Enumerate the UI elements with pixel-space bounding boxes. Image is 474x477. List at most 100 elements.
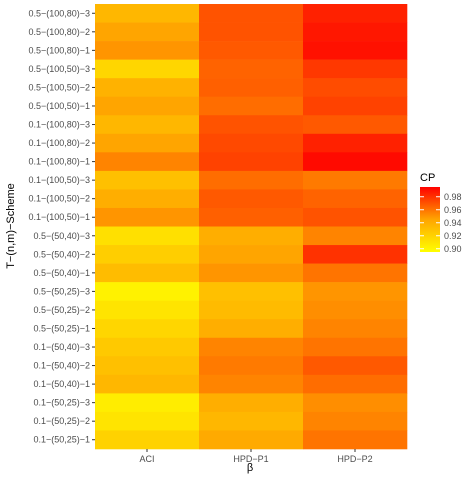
- x-tick-labels: ACI HPD−P1 HPD−P2: [139, 454, 372, 464]
- heatmap-cell: [95, 170, 200, 190]
- heatmap-cell: [95, 59, 200, 79]
- heatmap-cell: [303, 133, 408, 153]
- y-tick-label: 0.1−(100,50)−1: [28, 212, 90, 222]
- y-tick-label: 0.5−(50,25)−2: [33, 305, 90, 315]
- y-tick-label: 0.5−(100,80)−3: [28, 8, 90, 18]
- heatmap-cell: [95, 300, 200, 320]
- heatmap-cell: [95, 319, 200, 339]
- heatmap-cell: [303, 393, 408, 413]
- legend-tick-label: 0.94: [444, 218, 462, 228]
- heatmap-cell: [303, 300, 408, 320]
- y-tick-label: 0.1−(50,40)−3: [33, 342, 90, 352]
- heatmap-cell: [199, 78, 304, 98]
- legend-ticks: 0.90 0.92 0.94 0.96 0.98: [420, 192, 462, 254]
- heatmap-cell: [199, 4, 304, 23]
- heatmap-cell: [199, 393, 304, 413]
- heatmap-cell: [95, 282, 200, 301]
- y-tick-label: 0.5−(100,80)−2: [28, 27, 90, 37]
- x-tick-label: HPD−P2: [337, 454, 372, 464]
- y-tick-label: 0.5−(100,50)−3: [28, 64, 90, 74]
- heatmap-cell: [95, 411, 200, 431]
- heatmap-cell: [199, 170, 304, 190]
- y-tick-label: 0.1−(100,80)−1: [28, 157, 90, 167]
- x-axis-title: β: [247, 462, 253, 474]
- legend-colorbar: [420, 187, 440, 252]
- heatmap-cell: [303, 22, 408, 42]
- heatmap-cell: [199, 133, 304, 153]
- heatmap-cell: [303, 411, 408, 431]
- heatmap-cell: [95, 337, 200, 357]
- heatmap-cell: [303, 96, 408, 116]
- y-tick-label: 0.1−(100,50)−2: [28, 194, 90, 204]
- heatmap-cell: [199, 356, 304, 376]
- heatmap-cell: [199, 22, 304, 42]
- heatmap-cell: [199, 263, 304, 283]
- legend-tick-label: 0.92: [444, 231, 462, 241]
- heatmap-cell: [95, 78, 200, 98]
- y-tick-label: 0.5−(50,25)−1: [33, 323, 90, 333]
- heatmap-cell: [95, 263, 200, 283]
- y-axis-title: T−(n,m)−Scheme: [5, 183, 17, 269]
- heatmap-cell: [303, 4, 408, 23]
- heatmap-cell: [199, 96, 304, 116]
- x-tick-label: HPD−P1: [233, 454, 268, 464]
- heatmap-cell: [303, 337, 408, 357]
- heatmap-cell: [95, 115, 200, 135]
- y-tick-label: 0.5−(50,40)−3: [33, 231, 90, 241]
- legend-tick-label: 0.98: [444, 192, 462, 202]
- heatmap-cells: [95, 4, 408, 450]
- heatmap-cell: [95, 374, 200, 394]
- heatmap-cell: [95, 207, 200, 227]
- heatmap-cell: [303, 319, 408, 339]
- y-tick-label: 0.5−(100,50)−1: [28, 101, 90, 111]
- heatmap-cell: [199, 59, 304, 79]
- axis-ticks: [92, 12, 356, 452]
- heatmap-cell: [303, 115, 408, 135]
- heatmap-cell: [303, 59, 408, 79]
- heatmap-cell: [303, 263, 408, 283]
- heatmap-cell: [95, 189, 200, 209]
- heatmap-cell: [95, 245, 200, 264]
- heatmap-cell: [95, 356, 200, 376]
- heatmap-cell: [303, 152, 408, 172]
- y-tick-label: 0.1−(50,25)−2: [33, 416, 90, 426]
- heatmap-cell: [199, 337, 304, 357]
- y-tick-label: 0.1−(50,25)−1: [33, 435, 90, 445]
- heatmap-cell: [95, 96, 200, 116]
- y-tick-label: 0.5−(100,80)−1: [28, 45, 90, 55]
- y-tick-label: 0.1−(100,80)−3: [28, 120, 90, 130]
- heatmap-cell: [303, 207, 408, 227]
- heatmap-cell: [95, 152, 200, 172]
- heatmap-cell: [199, 207, 304, 227]
- heatmap-cell: [199, 300, 304, 320]
- y-tick-label: 0.1−(50,25)−3: [33, 398, 90, 408]
- y-tick-label: 0.1−(100,80)−2: [28, 138, 90, 148]
- heatmap-cell: [199, 189, 304, 209]
- y-tick-label: 0.1−(100,50)−3: [28, 175, 90, 185]
- heatmap-cell: [303, 245, 408, 264]
- y-tick-label: 0.5−(50,40)−2: [33, 249, 90, 259]
- x-tick-label: ACI: [139, 454, 154, 464]
- heatmap-cell: [303, 226, 408, 246]
- heatmap-cell: [95, 22, 200, 42]
- heatmap-cell: [199, 245, 304, 264]
- heatmap-cell: [95, 133, 200, 153]
- heatmap-cell: [95, 393, 200, 413]
- heatmap-cell: [95, 226, 200, 246]
- heatmap-cell: [303, 374, 408, 394]
- heatmap-cell: [303, 78, 408, 98]
- heatmap-cell: [303, 282, 408, 301]
- legend-title: CP: [420, 172, 435, 184]
- heatmap-cell: [199, 411, 304, 431]
- heatmap-cell: [303, 430, 408, 450]
- heatmap-cell: [199, 282, 304, 301]
- heatmap-cell: [199, 374, 304, 394]
- heatmap-cell: [303, 41, 408, 60]
- heatmap-cell: [303, 189, 408, 209]
- y-tick-label: 0.1−(50,40)−2: [33, 361, 90, 371]
- heatmap-cell: [303, 356, 408, 376]
- color-legend: CP 0.90 0.92 0.94 0.96 0.98: [420, 172, 462, 254]
- heatmap-cell: [199, 430, 304, 450]
- y-tick-labels: 0.5−(100,80)−3 0.5−(100,80)−2 0.5−(100,80)…: [28, 8, 90, 444]
